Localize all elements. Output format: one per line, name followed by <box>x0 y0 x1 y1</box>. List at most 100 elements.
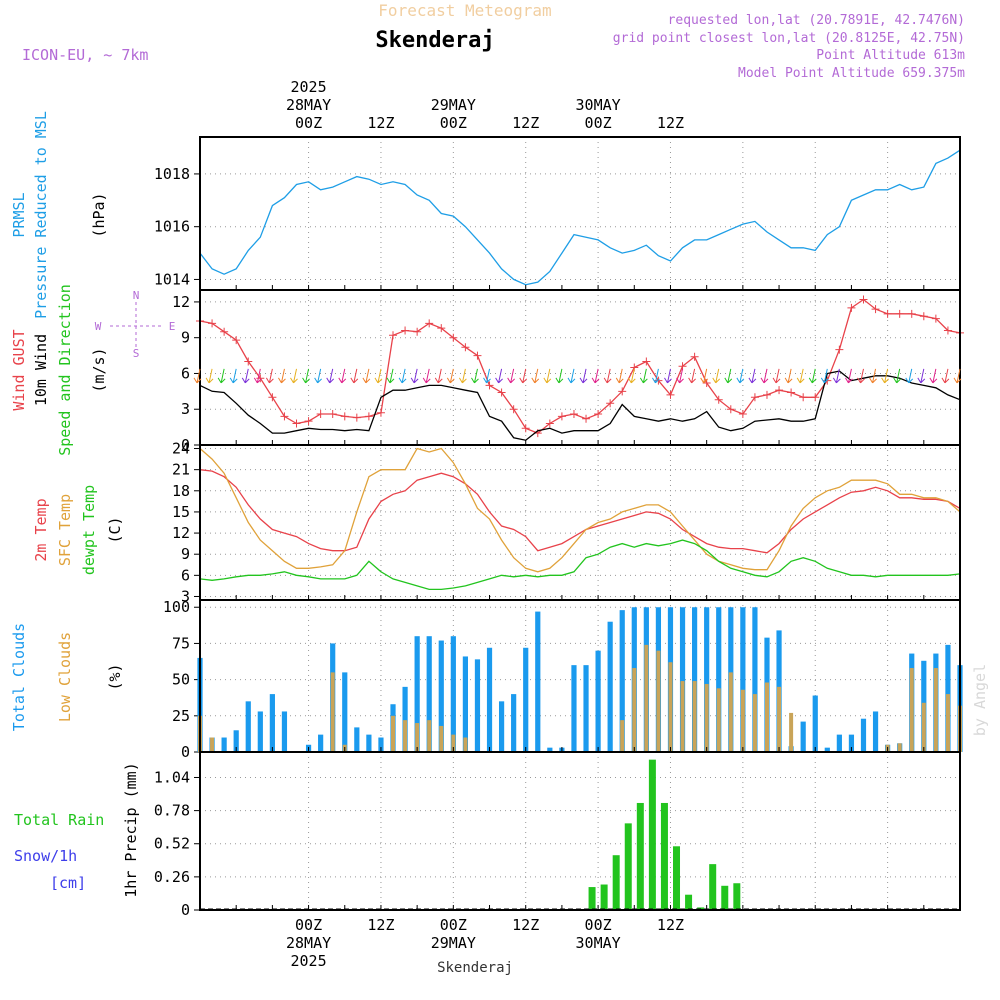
ytick-label: 100 <box>163 598 190 616</box>
wind-direction-arrow <box>820 368 829 384</box>
wind-direction-arrow <box>241 368 250 384</box>
low-cloud-bar <box>921 702 926 752</box>
wind-direction-arrow <box>398 368 407 384</box>
speeddir-label: Speed and Direction <box>56 284 74 456</box>
ytick-label: 9 <box>181 329 190 347</box>
svg-text:N: N <box>133 289 140 302</box>
wind-direction-arrow <box>579 368 588 384</box>
gust-marker <box>714 395 723 404</box>
total-cloud-bar <box>426 636 432 752</box>
total-cloud-bar <box>740 607 746 752</box>
gust-marker <box>304 417 313 426</box>
requested-coords: requested lon,lat (20.7891E, 42.7476N) <box>668 13 965 28</box>
wind-direction-arrow <box>712 368 721 384</box>
gust-marker <box>726 405 735 414</box>
gust-marker <box>413 327 422 336</box>
wind-direction-arrow <box>832 368 841 384</box>
total-cloud-bar <box>848 734 855 752</box>
clouds-panel: 0 25 50 75 100 <box>163 598 963 761</box>
time-hour-label: 12Z <box>657 114 684 132</box>
wind-direction-arrow <box>326 368 335 384</box>
low-cloud-bar <box>415 723 420 752</box>
total-cloud-bar <box>716 607 722 752</box>
wind-direction-arrow <box>784 368 793 384</box>
ytick-label: 25 <box>172 707 190 725</box>
ytick-label: 6 <box>181 566 190 584</box>
t2m-label: 2m Temp <box>32 498 50 561</box>
wind-direction-arrow <box>531 368 540 384</box>
total-cloud-bar <box>257 711 263 752</box>
gust-marker <box>919 312 928 321</box>
gust-marker <box>606 399 615 408</box>
total-cloud-bar <box>402 686 408 752</box>
credit-watermark: by Angel <box>971 664 989 736</box>
wind-direction-arrow <box>193 368 202 384</box>
gust-marker <box>268 393 277 402</box>
time-hour-label: 12Z <box>367 916 394 934</box>
ytick-label: 1014 <box>154 270 190 288</box>
time-hour-label: 12Z <box>512 916 539 934</box>
total-cloud-bar <box>221 737 227 752</box>
gust-marker <box>389 331 398 340</box>
gust-marker <box>340 412 349 421</box>
ytick-label: 0.78 <box>154 802 190 820</box>
gust-marker <box>473 351 482 360</box>
rain-bar <box>600 884 608 910</box>
time-hour-label: 00Z <box>585 114 612 132</box>
total-cloud-bar <box>860 718 867 752</box>
total-cloud-bar <box>269 694 275 752</box>
wind-direction-arrow <box>772 368 781 384</box>
gust-marker <box>557 412 566 421</box>
low-cloud-bar <box>391 715 396 752</box>
total-cloud-bar <box>704 607 710 752</box>
snow-label: Snow/1h <box>14 847 77 865</box>
wind-direction-arrow <box>314 368 322 384</box>
wind-direction-arrow <box>639 368 648 384</box>
dewpt-temp-series <box>199 539 961 591</box>
low-cloud-bar <box>716 688 721 752</box>
wind-direction-arrow <box>458 368 467 384</box>
wind-labels: Wind GUST 10m Wind Speed and Direction (… <box>10 284 175 456</box>
wind-direction-arrow <box>651 368 660 384</box>
wind-direction-arrow <box>229 368 238 384</box>
gust-marker <box>292 419 301 428</box>
gust-marker <box>750 393 759 402</box>
gust-marker <box>220 327 229 336</box>
wind-direction-arrow <box>278 368 286 384</box>
wind-direction-arrow <box>869 368 877 384</box>
wind-direction-arrow <box>410 368 419 384</box>
svg-text:W: W <box>95 320 102 333</box>
pressure-panel: 1014 1016 1018 <box>154 136 961 291</box>
low-cloud-bar <box>463 737 468 752</box>
pressure-unit: (hPa) <box>90 192 108 237</box>
time-hour-label: 12Z <box>512 114 539 132</box>
gust-marker <box>883 309 892 318</box>
gust-marker <box>799 393 808 402</box>
ytick-label: 0 <box>181 743 190 761</box>
gust-marker <box>328 410 337 418</box>
time-date-label: 29MAY <box>431 96 476 114</box>
wind-unit: (m/s) <box>90 347 108 392</box>
total-cloud-bar <box>354 727 360 752</box>
temperature-frame <box>199 444 961 601</box>
low-cloud-bar <box>451 734 456 752</box>
low-clouds-label: Low Clouds <box>56 632 74 722</box>
wind-direction-arrow <box>362 368 371 384</box>
precipitation-frame <box>199 751 961 911</box>
gust-marker <box>449 333 458 342</box>
wind-direction-arrow <box>760 368 769 384</box>
low-cloud-bar <box>752 694 757 752</box>
total-cloud-bar <box>318 734 324 752</box>
gust-marker <box>618 387 627 396</box>
temp-unit: (C) <box>106 516 124 543</box>
total-cloud-bar <box>366 734 372 752</box>
pressure-labels: PRMSL Pressure Reduced to MSL (hPa) <box>10 111 108 319</box>
total-cloud-bar <box>486 647 493 752</box>
wind-direction-arrow <box>796 368 805 384</box>
wind-direction-arrow <box>917 368 926 384</box>
footer-location: Skenderaj <box>437 960 513 976</box>
temperature-panel: 3 6 9 12 15 18 21 24 <box>172 440 961 605</box>
gust-marker <box>461 343 470 352</box>
total-cloud-bar <box>438 640 444 752</box>
ytick-label: 24 <box>172 440 190 458</box>
